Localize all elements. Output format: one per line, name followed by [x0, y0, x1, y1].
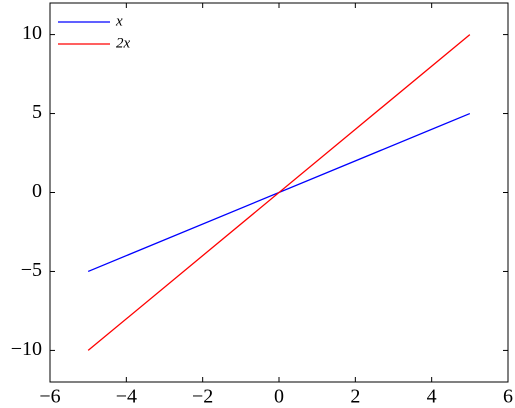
y-tick-label: 5	[32, 101, 42, 123]
plot-frame	[49, 2, 509, 383]
x-tick-label: 6	[503, 386, 513, 408]
legend-label: 2x	[116, 35, 131, 51]
x-tick-label: −4	[116, 386, 137, 408]
y-tick-label: −10	[11, 338, 42, 360]
x-tick-label: 2	[350, 386, 360, 408]
x-tick-label: −6	[39, 386, 60, 408]
y-tick-label: 0	[32, 180, 42, 202]
x-tick-label: 0	[274, 386, 284, 408]
y-tick-label: −5	[21, 259, 42, 281]
legend-label: x	[115, 13, 123, 29]
series-line	[87, 34, 471, 351]
y-tick-label: 10	[22, 22, 42, 44]
x-tick-label: −2	[192, 386, 213, 408]
x-tick-label: 4	[427, 386, 437, 408]
